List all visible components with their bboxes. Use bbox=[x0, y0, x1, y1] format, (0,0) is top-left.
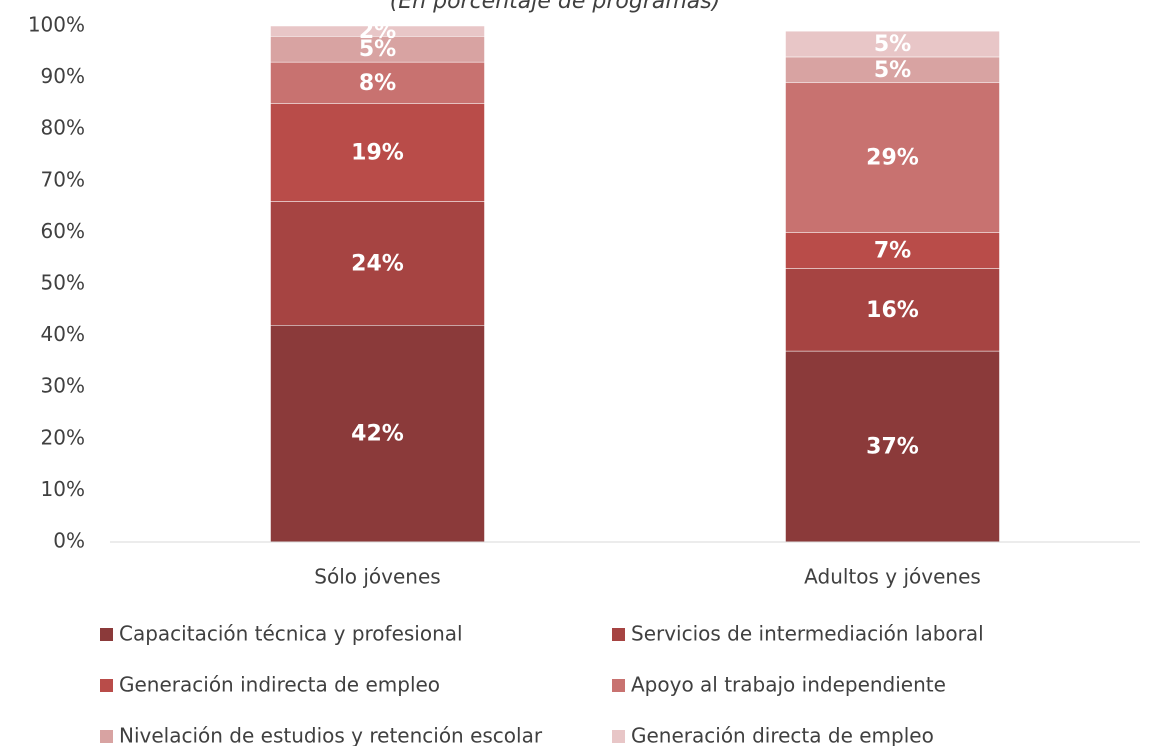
x-tick-label: Sólo jóvenes bbox=[314, 565, 440, 589]
legend-label: Capacitación técnica y profesional bbox=[119, 622, 463, 646]
y-tick-label: 80% bbox=[41, 116, 85, 140]
legend-swatch bbox=[612, 628, 625, 641]
y-tick-label: 90% bbox=[41, 64, 85, 88]
data-label: 5% bbox=[874, 58, 911, 83]
bar-segment bbox=[270, 25, 485, 37]
legend-swatch bbox=[100, 730, 113, 743]
y-tick-label: 20% bbox=[41, 425, 85, 449]
chart-subtitle: (En porcentaje de programas) bbox=[390, 0, 721, 14]
bar-segment bbox=[785, 350, 1000, 543]
bar-segment bbox=[785, 82, 1000, 233]
y-tick-label: 100% bbox=[28, 13, 85, 37]
data-label: 19% bbox=[351, 140, 404, 165]
bar-segment bbox=[785, 30, 1000, 58]
y-tick-label: 70% bbox=[41, 167, 85, 191]
y-tick-label: 0% bbox=[53, 529, 85, 553]
legend-swatch bbox=[100, 679, 113, 692]
y-tick-label: 50% bbox=[41, 271, 85, 295]
legend-label: Servicios de intermediación laboral bbox=[631, 622, 984, 646]
bar-segment bbox=[270, 61, 485, 104]
y-tick-label: 10% bbox=[41, 477, 85, 501]
bar-segment bbox=[270, 325, 485, 543]
legend-label: Apoyo al trabajo independiente bbox=[631, 673, 946, 697]
bar-segment bbox=[270, 36, 485, 63]
data-label: 37% bbox=[866, 435, 919, 460]
data-label: 7% bbox=[874, 238, 911, 263]
data-label: 5% bbox=[359, 37, 396, 62]
data-label: 42% bbox=[351, 422, 404, 447]
y-tick-label: 60% bbox=[41, 219, 85, 243]
data-label: 5% bbox=[874, 32, 911, 57]
data-label: 2% bbox=[359, 19, 396, 44]
bar-segment bbox=[270, 201, 485, 326]
legend-label: Generación indirecta de empleo bbox=[119, 673, 440, 697]
legend-swatch bbox=[612, 730, 625, 743]
legend-label: Generación directa de empleo bbox=[631, 724, 934, 746]
bar-segment bbox=[785, 56, 1000, 84]
data-label: 24% bbox=[351, 251, 404, 276]
legend-swatch bbox=[100, 628, 113, 641]
legend-swatch bbox=[612, 679, 625, 692]
y-tick-label: 40% bbox=[41, 322, 85, 346]
legend-label: Nivelación de estudios y retención escol… bbox=[119, 724, 543, 746]
data-label: 8% bbox=[359, 71, 396, 96]
data-label: 16% bbox=[866, 298, 919, 323]
x-tick-label: Adultos y jóvenes bbox=[804, 565, 981, 589]
y-tick-label: 30% bbox=[41, 374, 85, 398]
bar-segment bbox=[785, 268, 1000, 352]
data-label: 29% bbox=[866, 146, 919, 171]
